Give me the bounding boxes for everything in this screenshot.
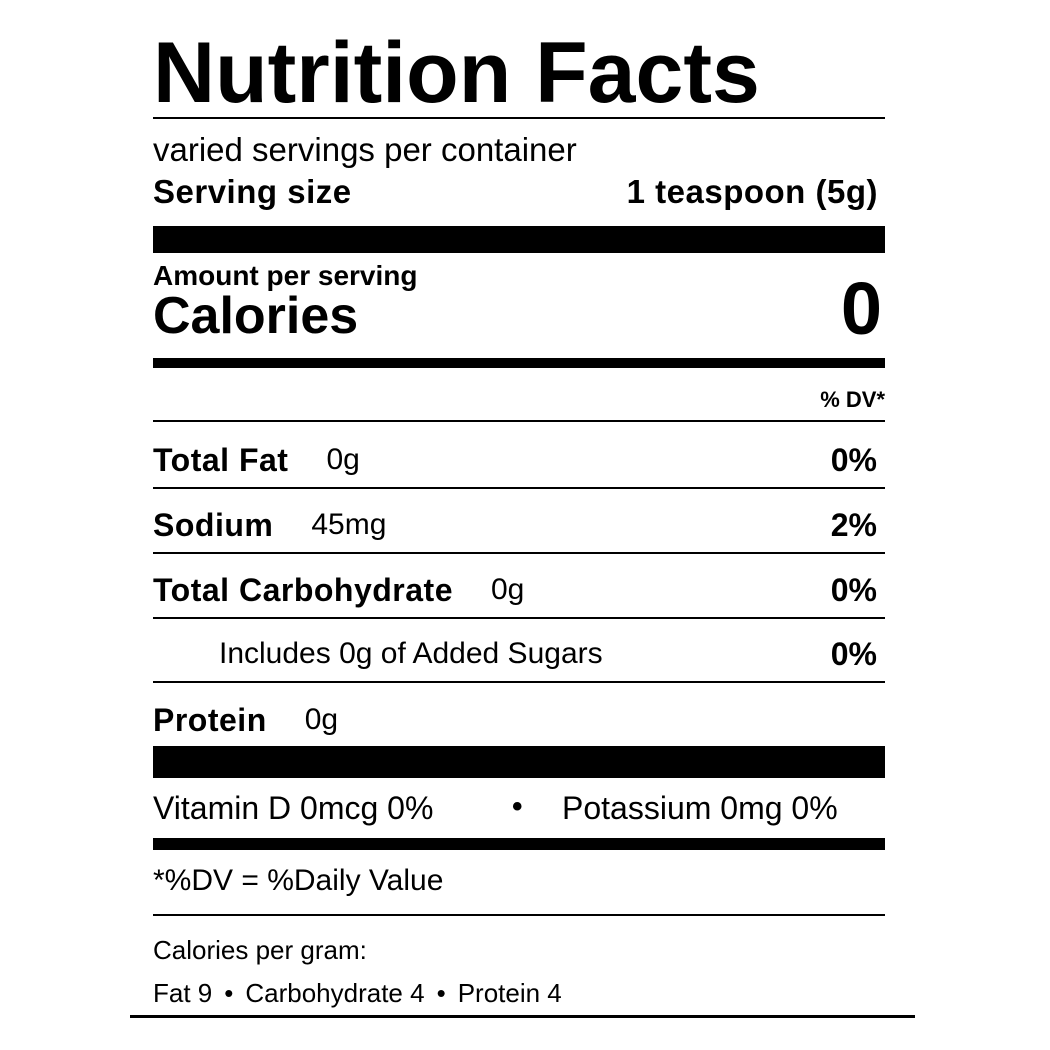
- separator: •: [224, 978, 234, 1008]
- nutrient-row: Includes 0g of Added Sugars 0%: [153, 634, 877, 674]
- calories-per-gram-items: Fat 9 • Carbohydrate 4 • Protein 4: [153, 980, 562, 1006]
- nutrient-amount: 0g: [491, 573, 525, 606]
- calories-per-gram-item: Protein 4: [457, 978, 562, 1008]
- thick-bar: [153, 838, 885, 850]
- daily-value: 2%: [830, 507, 877, 543]
- thick-bar: [153, 226, 885, 253]
- daily-value: 0%: [830, 442, 877, 478]
- vitamin: Potassium 0mg 0%: [562, 790, 838, 826]
- calories-per-gram-item: Fat 9: [153, 978, 213, 1008]
- nutrient-row: Sodium 45mg 2%: [153, 505, 877, 545]
- rule: [153, 420, 885, 422]
- nutrient-amount: 0g: [304, 703, 339, 736]
- calories-per-gram-title: Calories per gram:: [153, 935, 367, 965]
- servings: varied servings per container: [153, 131, 577, 168]
- calories-per-gram-item: Carbohydrate 4: [245, 978, 425, 1008]
- calories-label: Calories: [153, 287, 359, 345]
- nutrient-row: Protein 0g: [153, 700, 877, 740]
- rule: [153, 117, 885, 119]
- rule: [153, 914, 885, 916]
- separator: •: [436, 978, 446, 1008]
- sub-nutrient: Includes 0g of Added Sugars: [219, 637, 603, 670]
- rule: [153, 487, 885, 489]
- thick-bar: [153, 358, 885, 368]
- nutrient-name: Total Carbohydrate: [153, 572, 453, 608]
- nutrient-row: Total Carbohydrate 0g 0%: [153, 570, 877, 610]
- nutrient-name: Sodium: [153, 507, 274, 543]
- nutrient-row: Total Fat 0g 0%: [153, 440, 877, 480]
- dv-header: % DV*: [820, 387, 885, 412]
- daily-value: 0%: [830, 572, 877, 608]
- amount-per-serving: Amount per serving: [153, 260, 418, 291]
- serving-size-value: 1 teaspoon (5g): [626, 173, 878, 210]
- nutrient-amount: 45mg: [311, 508, 387, 541]
- calories-value: 0: [840, 267, 882, 350]
- separator: •: [512, 790, 523, 823]
- footnote: *%DV = %Daily Value: [153, 864, 444, 897]
- title: Nutrition Facts: [153, 25, 760, 121]
- serving-size-label: Serving size: [153, 173, 352, 210]
- rule: [153, 617, 885, 619]
- rule: [153, 681, 885, 683]
- nutrient-amount: 0g: [326, 443, 360, 476]
- vitamin: Vitamin D 0mcg 0%: [153, 790, 434, 826]
- nutrient-name: Total Fat: [153, 442, 289, 478]
- nutrient-name: Protein: [153, 702, 267, 738]
- thick-bar: [153, 746, 885, 778]
- daily-value: 0%: [830, 636, 877, 672]
- bottom-rule: [130, 1015, 915, 1018]
- rule: [153, 552, 885, 554]
